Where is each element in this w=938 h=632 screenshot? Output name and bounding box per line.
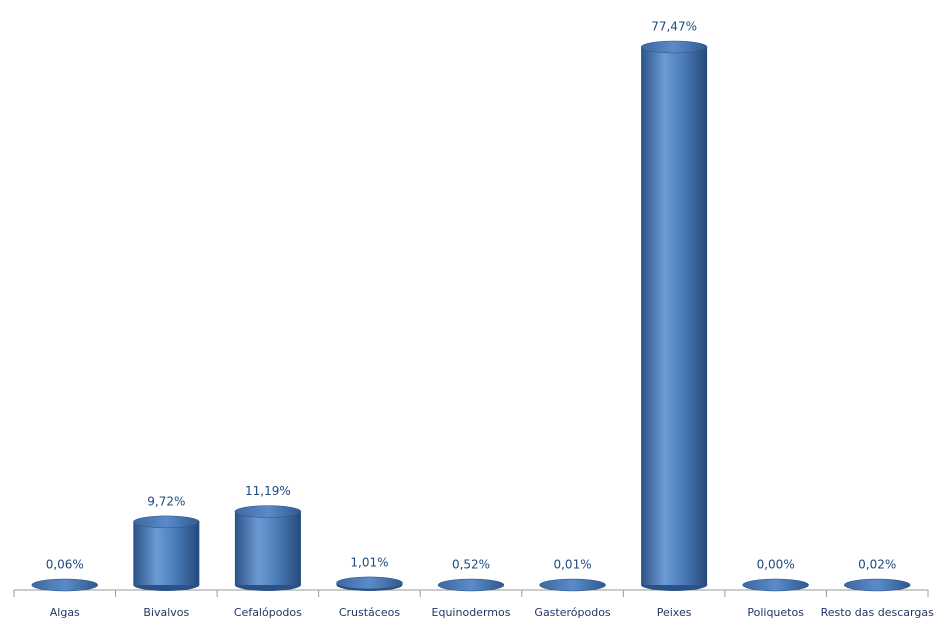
value-label: 0,02% (858, 558, 896, 572)
x-tick-label: Peixes (657, 606, 692, 619)
bar-top (742, 578, 809, 592)
x-tick-label: Resto das descargas (821, 606, 934, 619)
bar-top (31, 578, 99, 592)
bar-top (437, 578, 505, 592)
value-label: 9,72% (147, 494, 185, 508)
bar (641, 47, 708, 585)
x-tick-label: Equinodermos (432, 606, 511, 619)
bar-top (640, 40, 708, 54)
x-tick-label: Algas (50, 606, 80, 619)
bar (133, 521, 200, 585)
bar-top (234, 505, 302, 518)
value-label: 0,52% (452, 558, 490, 572)
value-label: 0,00% (757, 558, 795, 572)
bar (234, 511, 301, 585)
value-label: 77,47% (651, 20, 697, 34)
x-tick-label: Poliquetos (747, 606, 804, 619)
value-label: 0,06% (46, 558, 84, 572)
x-tick-label: Crustáceos (339, 606, 401, 619)
value-label: 1,01% (350, 555, 388, 569)
value-label: 11,19% (245, 484, 291, 498)
bar-top (336, 576, 403, 590)
bar-top (843, 578, 911, 592)
x-tick-label: Gasterópodos (534, 606, 611, 619)
bar-top (133, 515, 200, 529)
value-label: 0,01% (553, 558, 591, 572)
x-tick-label: Bivalvos (143, 606, 189, 619)
x-tick-label: Cefalópodos (234, 606, 302, 619)
bar-top (539, 578, 606, 592)
